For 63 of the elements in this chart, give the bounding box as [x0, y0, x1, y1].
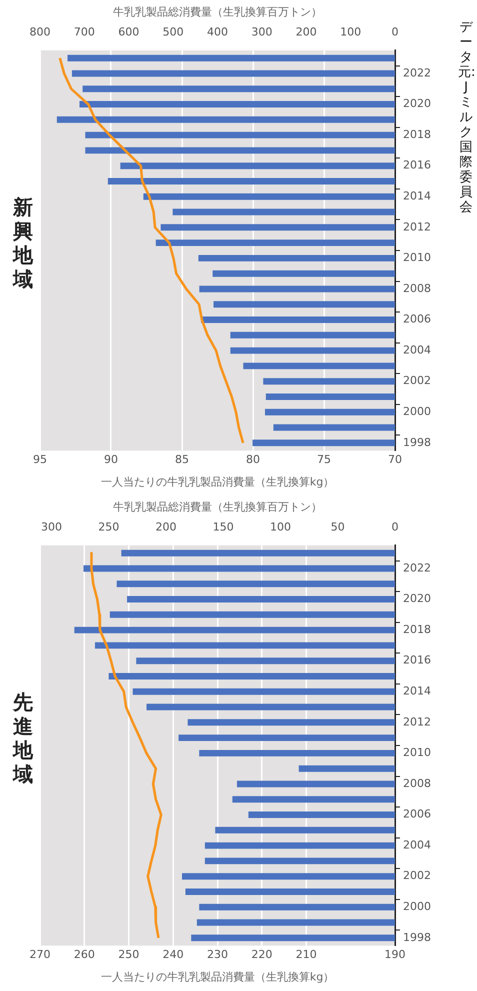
x2-tick-label: 700 [74, 26, 95, 39]
y-tick-label: 2004 [403, 343, 431, 356]
x2-tick-label: 0 [392, 26, 398, 39]
x2-tick-label: 200 [296, 26, 317, 39]
y-tick-label: 1998 [403, 436, 431, 449]
y-tick-label: 2012 [403, 220, 431, 234]
y-tick-label: 1998 [403, 930, 431, 944]
x-tick-label: 95 [33, 453, 47, 466]
x-tick-label: 85 [175, 453, 189, 466]
x2-tick-label: 500 [162, 26, 184, 39]
x-axis-title: 一人当たりの牛乳乳製品消費量（生乳換算kg） [100, 970, 334, 984]
y-tick-label: 2020 [403, 97, 431, 110]
y-tick-label: 2014 [403, 189, 431, 202]
x2-tick-label: 200 [155, 520, 176, 534]
x2-tick-label: 150 [212, 520, 234, 534]
x-tick-label: 240 [162, 948, 184, 962]
y-tick-label: 2016 [403, 158, 431, 172]
y-tick-label: 2016 [403, 654, 431, 667]
x2-tick-label: 0 [392, 520, 398, 534]
y-tick-label: 2014 [403, 684, 431, 698]
x2-tick-label: 800 [30, 26, 50, 39]
text: データ元:Jミルク国際委員会 [458, 20, 476, 215]
y-tick-label: 2002 [403, 869, 431, 882]
x2-tick-label: 300 [40, 520, 62, 534]
y-tick-label: 2000 [403, 900, 431, 913]
x2-tick-label: 100 [270, 520, 291, 534]
y-tick-label: 2022 [403, 561, 431, 574]
y-tick-label: 2022 [403, 66, 431, 80]
y-tick-label: 2006 [403, 312, 431, 326]
y-tick-label: 2004 [403, 838, 431, 852]
x-tick-label: 270 [30, 948, 50, 962]
x-tick-label: 250 [118, 948, 140, 962]
text: 新興地域 [12, 195, 34, 291]
y-tick-label: 2000 [403, 404, 431, 418]
y-tick-label: 2010 [403, 746, 431, 760]
x-tick-label: 70 [388, 453, 402, 466]
x-tick-label: 220 [251, 948, 272, 962]
y-tick-label: 2018 [403, 622, 431, 636]
x-tick-label: 80 [246, 453, 260, 466]
text: 先進地域 [12, 690, 34, 786]
x2-tick-label: 250 [98, 520, 120, 534]
x-tick-label: 190 [384, 948, 406, 962]
y-tick-label: 2006 [403, 808, 431, 821]
x-tick-label: 260 [74, 948, 95, 962]
x2-axis-title: 牛乳乳製品総消費量（生乳換算百万トン） [113, 500, 322, 514]
x2-tick-label: 400 [207, 26, 228, 39]
x-tick-label: 230 [207, 948, 228, 962]
x2-tick-label: 300 [251, 26, 272, 39]
y-tick-label: 2002 [403, 374, 431, 388]
x-tick-label: 90 [104, 453, 118, 466]
x2-axis-title: 牛乳乳製品総消費量（生乳換算百万トン） [113, 5, 322, 18]
y-tick-label: 2020 [403, 592, 431, 606]
y-tick-label: 2008 [403, 776, 431, 790]
y-tick-label: 2010 [403, 251, 431, 264]
x-tick-label: 75 [317, 453, 331, 466]
y-tick-label: 2012 [403, 715, 431, 728]
x-tick-label: 210 [296, 948, 317, 962]
x2-tick-label: 50 [330, 520, 345, 534]
x-axis-title: 一人当たりの牛乳乳製品消費量（生乳換算kg） [100, 475, 334, 488]
y-tick-label: 2008 [403, 282, 431, 295]
x2-tick-label: 100 [340, 26, 362, 39]
x2-tick-label: 600 [118, 26, 140, 39]
y-tick-label: 2018 [403, 128, 431, 141]
